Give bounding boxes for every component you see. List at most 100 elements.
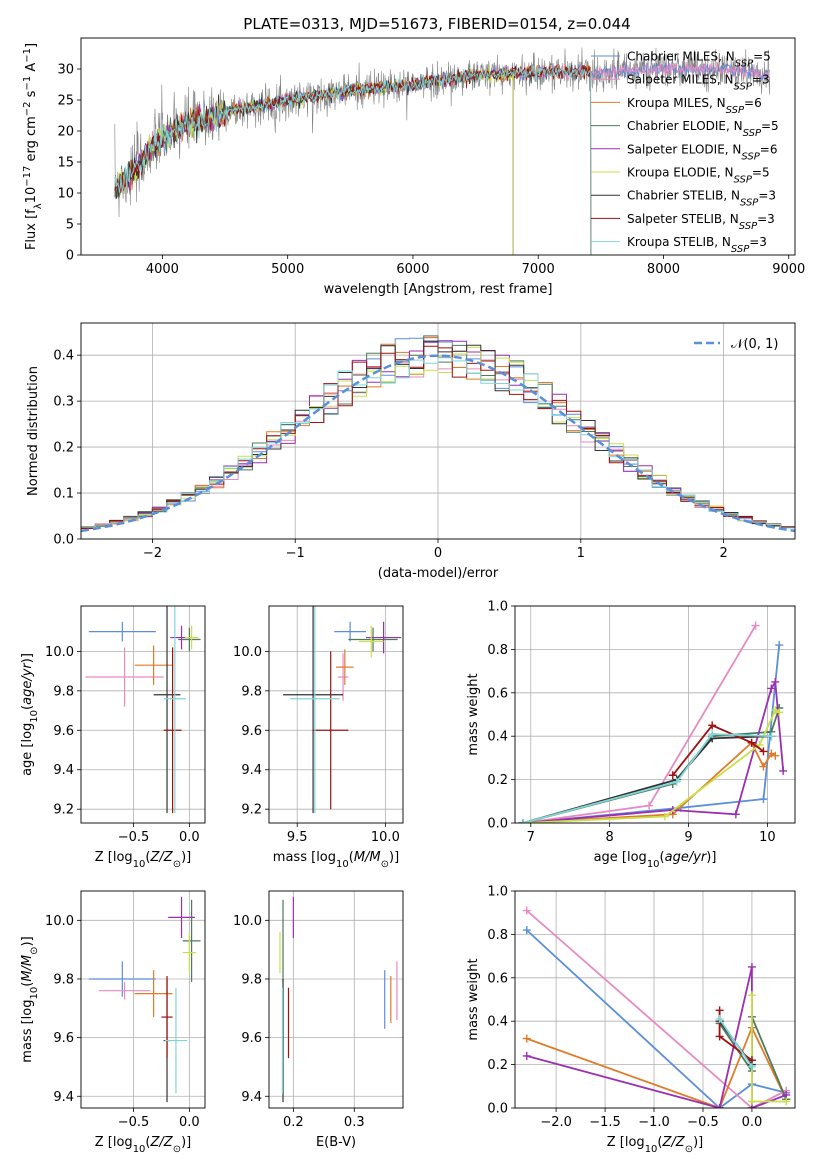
y-axis-label: age [log10(age/yr)]	[20, 653, 40, 776]
x-tick-label: 0.3	[344, 1115, 365, 1130]
mass-weight-marker	[779, 766, 788, 775]
x-tick-label: −2	[143, 546, 162, 561]
y-tick-label: 0.4	[53, 349, 74, 364]
mass-weight-marker	[522, 1034, 531, 1043]
x-tick-label: 10.0	[371, 830, 400, 845]
mass-weight-marker	[715, 1032, 724, 1041]
x-tick-label: 0.2	[283, 1115, 304, 1130]
mass-weight-marker	[715, 1104, 724, 1108]
y-tick-label: 10.0	[233, 914, 262, 929]
y-tick-label: 0.2	[487, 1058, 508, 1073]
mass-weight-marker	[747, 991, 756, 1000]
y-tick-label: 9.8	[241, 684, 262, 699]
errorbar-point	[283, 606, 344, 814]
y-tick-label: 9.2	[53, 803, 74, 818]
mass-weight-marker	[759, 762, 768, 771]
mass-weight-series	[522, 679, 785, 823]
legend-entry: Salpeter STELIB, NSSP=3	[627, 212, 775, 232]
mass-weight-marker	[747, 962, 756, 971]
axes-frame	[268, 605, 404, 824]
mass-weight-marker	[668, 771, 677, 780]
mass-weight-marker	[645, 801, 654, 810]
mass_vs_Z-axes: −0.5 0.0 9.4 9.6 9.8 10.0 Z [log10(Z/Z⊙)] mass …	[20, 890, 206, 1155]
x-tick-label: 8	[606, 830, 614, 845]
mass-weight-series	[526, 929, 787, 1108]
y-tick-label: 9.8	[53, 684, 74, 699]
model-spectrum	[114, 64, 592, 255]
axes-frame	[514, 890, 796, 1109]
y-tick-label: 9.2	[241, 803, 262, 818]
legend-entry: Chabrier MILES, NSSP=5	[627, 50, 771, 70]
residuals-marks	[81, 335, 795, 539]
y-axis-label: mass weight	[466, 958, 481, 1040]
residuals-axes: −2 −1 0 1 2 0.0 0.1 0.2 0.3 0.4 (data-model)/error…	[26, 322, 796, 581]
y-tick-label: 0.3	[53, 395, 74, 410]
errorbar-point	[168, 896, 195, 938]
x-tick-label: 5000	[271, 262, 304, 277]
mass-weight-marker	[747, 1062, 756, 1071]
x-tick-label: −2.0	[540, 1115, 572, 1130]
mass-weight-series	[522, 733, 772, 823]
x-axis-label: age [log10(age/yr)]	[594, 850, 717, 870]
y-tick-label: 20	[57, 125, 74, 140]
errorbar-point	[358, 625, 384, 658]
x-tick-label: −1.0	[638, 1115, 670, 1130]
residual-legend: 𝒩(0, 1)	[694, 337, 778, 352]
plot-area: 4000 5000 6000 7000 8000 9000051015202530wave…	[20, 37, 805, 1155]
x-tick-label: 9.5	[287, 830, 308, 845]
x-axis-label: Z [log10(Z/Z⊙)]	[95, 1135, 192, 1155]
errorbar-point	[290, 606, 340, 814]
mass-weight-series	[718, 1018, 753, 1068]
y-tick-label: 10	[57, 187, 74, 202]
mass-weight-marker	[751, 621, 760, 630]
axes-frame	[268, 890, 404, 1109]
x-tick-label: −1	[286, 546, 305, 561]
y-tick-label: 1.0	[487, 600, 508, 615]
errorbar-point	[184, 625, 199, 650]
y-tick-label: 10.0	[45, 645, 74, 660]
y-axis-label: Flux [fλ10−17 erg cm−2 s−1 A−1]	[22, 43, 44, 250]
mass-weight-marker	[522, 1051, 531, 1060]
mass-weight-marker	[708, 730, 717, 739]
x-tick-label: −0.5	[118, 830, 150, 845]
errorbar-point	[336, 649, 354, 685]
errorbar-point	[337, 653, 349, 701]
massweight_vs_Z-marks	[522, 906, 791, 1108]
mass-weight-marker	[518, 819, 527, 823]
y-tick-label: 9.4	[241, 763, 262, 778]
normal-reference-curve	[81, 354, 795, 533]
mass-weight-series	[526, 1025, 788, 1108]
mass_vs_EBV-axes: 0.2 0.3 9.4 9.6 9.8 10.0 E(B-V)	[233, 890, 404, 1150]
y-tick-label: 9.6	[241, 724, 262, 739]
mass-weight-marker	[759, 795, 768, 804]
massweight_vs_age-axes: 7 8 9 10 0.0 0.2 0.4 0.6 0.8 1.0 age [log10(age/yr…	[466, 600, 796, 870]
y-tick-label: 0.6	[487, 971, 508, 986]
y-tick-label: 9.8	[53, 972, 74, 987]
mass-weight-marker	[747, 1097, 756, 1106]
x-tick-label: 9000	[772, 262, 805, 277]
age_vs_Z-axes: −0.5 0.0 9.2 9.4 9.6 9.8 10.0 Z [log10(Z/Z⊙)] ag…	[20, 605, 206, 870]
y-tick-label: 9.6	[53, 1031, 74, 1046]
mass-weight-marker	[672, 777, 681, 786]
y-tick-label: 0	[66, 249, 74, 264]
y-tick-label: 0.4	[487, 730, 508, 745]
mass-weight-marker	[731, 810, 740, 819]
y-tick-label: 15	[57, 156, 74, 171]
mass-weight-marker	[771, 677, 780, 686]
age_vs_mass-marks	[283, 606, 402, 814]
legend-entry: Salpeter ELODIE, NSSP=6	[627, 142, 777, 162]
y-tick-label: 0.8	[487, 643, 508, 658]
errorbar-point	[134, 970, 173, 1018]
errorbar-point	[313, 651, 349, 810]
x-tick-label: 7000	[522, 262, 555, 277]
spectrum-marks	[114, 47, 771, 255]
legend-entry: Kroupa MILES, NSSP=6	[627, 96, 762, 116]
legend-entry: Chabrier STELIB, NSSP=3	[627, 189, 776, 209]
model-spectrum	[114, 63, 592, 255]
legend-entry: Chabrier ELODIE, NSSP=5	[627, 119, 779, 139]
errorbar-point	[98, 981, 151, 1000]
mass-weight-marker	[522, 906, 531, 915]
mass-weight-marker	[747, 738, 756, 747]
x-axis-label: (data-model)/error	[378, 566, 499, 581]
